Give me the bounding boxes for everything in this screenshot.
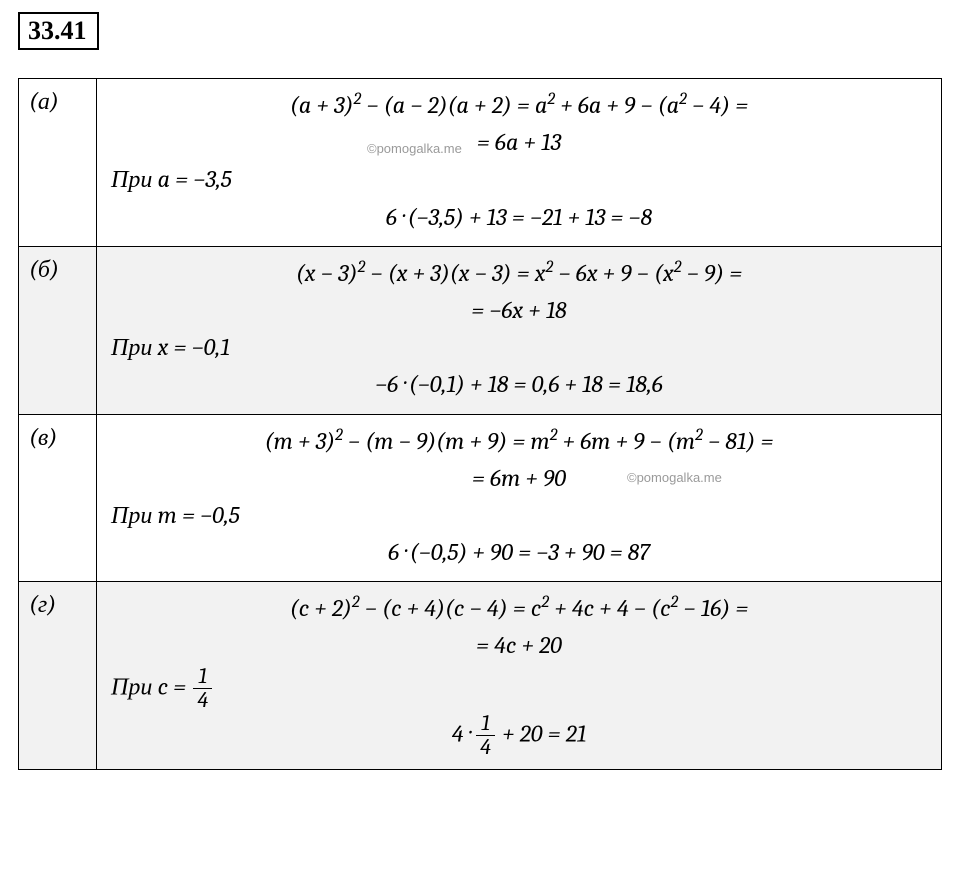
row-content-b: (x − 3)2 − (x + 3)(x − 3) = x2 − 6x + 9 … <box>97 246 942 414</box>
row-content-g: (c + 2)2 − (c + 4)(c − 4) = c2 + 4c + 4 … <box>97 582 942 770</box>
condition-prefix: При c = <box>111 672 191 700</box>
row-content-v: (m + 3)2 − (m − 9)(m + 9) = m2 + 6m + 9 … <box>97 414 942 582</box>
row-content-a: (a + 3)2 − (a − 2)(a + 2) = a2 + 6a + 9 … <box>97 79 942 247</box>
solution-table: (а) (a + 3)2 − (a − 2)(a + 2) = a2 + 6a … <box>18 78 942 770</box>
row-label-b: (б) <box>19 246 97 414</box>
watermark: ©pomogalka.me <box>627 468 722 488</box>
eval-suffix: + 20 = 21 <box>497 719 586 747</box>
row-label-a: (а) <box>19 79 97 247</box>
row-label-v: (в) <box>19 414 97 582</box>
table-row: (в) (m + 3)2 − (m − 9)(m + 9) = m2 + 6m … <box>19 414 942 582</box>
table-row: (б) (x − 3)2 − (x + 3)(x − 3) = x2 − 6x … <box>19 246 942 414</box>
watermark: ©pomogalka.me <box>367 139 462 159</box>
problem-number: 33.41 <box>18 12 99 50</box>
row-label-g: (г) <box>19 582 97 770</box>
table-row: (г) (c + 2)2 − (c + 4)(c − 4) = c2 + 4c … <box>19 582 942 770</box>
fraction: 14 <box>476 712 495 759</box>
fraction: 14 <box>193 665 212 712</box>
table-row: (а) (a + 3)2 − (a − 2)(a + 2) = a2 + 6a … <box>19 79 942 247</box>
eval-prefix: 4 · <box>452 719 474 747</box>
